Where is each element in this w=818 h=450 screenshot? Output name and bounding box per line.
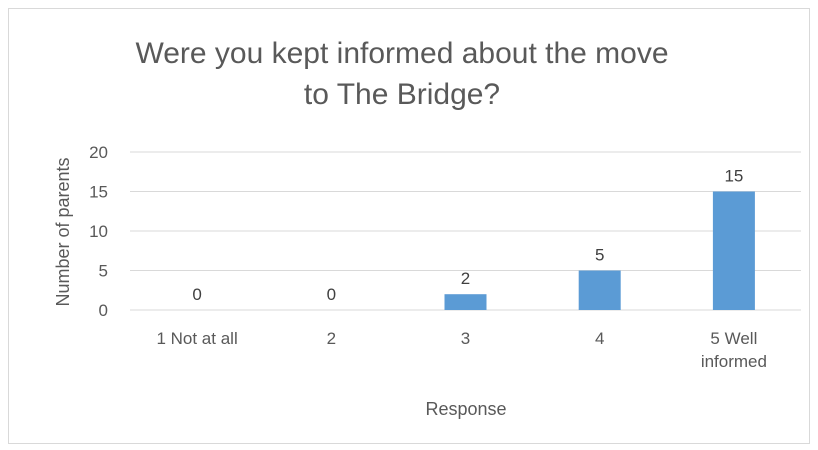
x-tick-label: 5 Well informed	[701, 329, 767, 371]
bar	[444, 294, 487, 310]
x-axis-title: Response	[425, 399, 506, 419]
y-tick-label: 5	[99, 262, 108, 281]
x-tick-label: 1 Not at all	[156, 329, 237, 348]
x-tick-label: 3	[461, 329, 470, 348]
y-tick-label: 0	[99, 301, 108, 320]
data-label: 2	[461, 269, 470, 288]
data-label: 15	[724, 167, 743, 186]
data-label: 0	[192, 285, 201, 304]
y-tick-label: 10	[89, 222, 108, 241]
y-axis-title: Number of parents	[53, 157, 73, 306]
x-tick-label: 4	[595, 329, 604, 348]
x-tick-label: 2	[327, 329, 336, 348]
data-label: 0	[327, 285, 336, 304]
data-label: 5	[595, 246, 604, 265]
y-tick-label: 20	[89, 143, 108, 162]
chart-title-line-2: to The Bridge?	[304, 78, 500, 111]
y-tick-label: 15	[89, 183, 108, 202]
bar	[578, 270, 621, 310]
chart-title-line-1: Were you kept informed about the move	[135, 37, 668, 70]
chart-frame	[8, 8, 810, 444]
bar	[712, 191, 755, 310]
